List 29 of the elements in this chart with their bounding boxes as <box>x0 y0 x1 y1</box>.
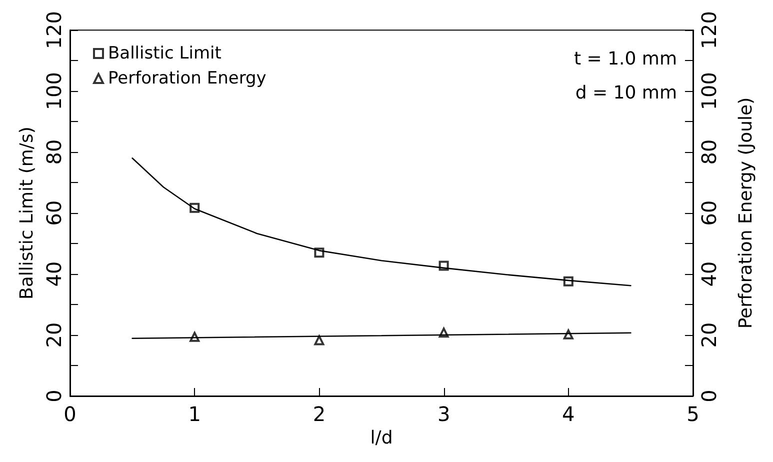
x-tick-label: 3 <box>437 402 450 426</box>
y2-axis-title: Perforation Energy (Joule) <box>736 97 756 329</box>
y-tick-label: 40 <box>42 261 66 287</box>
legend-label: Ballistic Limit <box>108 44 222 64</box>
y-tick-label: 60 <box>42 200 66 226</box>
annotation: t = 1.0 mm <box>574 48 677 70</box>
annotation: d = 10 mm <box>575 82 678 104</box>
x-tick-label: 5 <box>686 402 700 426</box>
y-tick-label: 120 <box>42 10 66 50</box>
y2-tick-label: 40 <box>697 261 721 287</box>
legend-label: Perforation Energy <box>108 68 266 88</box>
x-axis-title: l/d <box>370 427 393 448</box>
x-tick-label: 2 <box>312 402 326 426</box>
y-tick-label: 20 <box>42 322 66 348</box>
y-tick-label: 80 <box>42 139 66 165</box>
y2-tick-label: 20 <box>697 322 721 348</box>
x-tick-label: 1 <box>188 402 201 426</box>
y2-tick-label: 80 <box>697 139 721 165</box>
line-series <box>132 158 632 286</box>
y-axis-title: Ballistic Limit (m/s) <box>16 126 38 300</box>
y2-tick-label: 120 <box>697 10 721 50</box>
y-tick-label: 0 <box>42 390 66 402</box>
y2-tick-label: 100 <box>697 72 721 110</box>
y-tick-label: 100 <box>42 72 66 110</box>
point <box>563 329 574 340</box>
y2-tick-label: 60 <box>697 200 721 226</box>
y2-tick-label: 0 <box>697 390 721 402</box>
x-tick-label: 4 <box>562 402 575 426</box>
point <box>314 335 324 346</box>
